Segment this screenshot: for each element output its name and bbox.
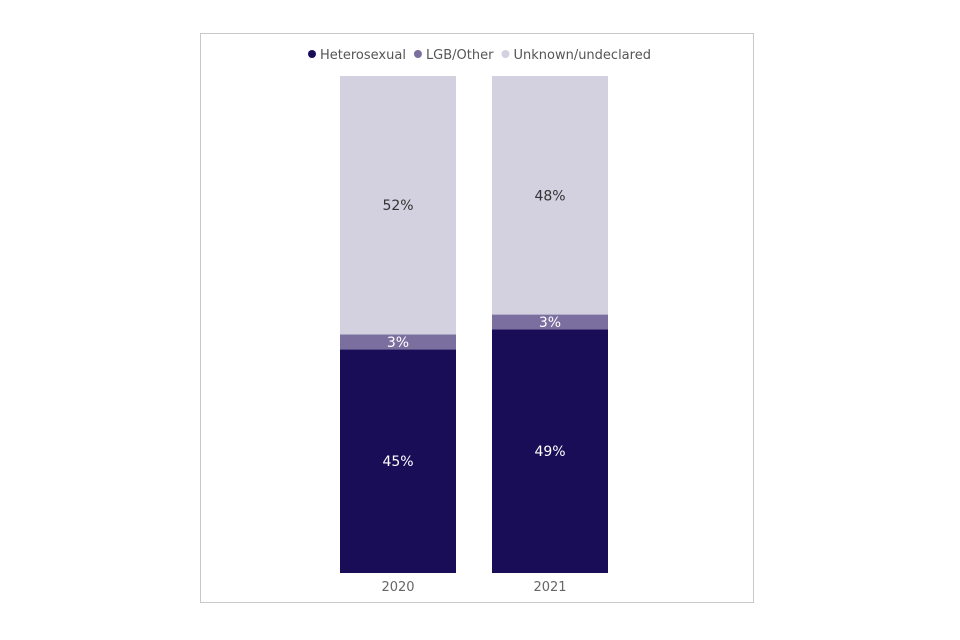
bar-2020-lgb-other — [340, 334, 456, 350]
legend: Heterosexual LGB/Other Unknown/undeclared — [308, 48, 651, 63]
bar-2021-heterosexual — [492, 329, 608, 573]
legend-label-lgb-other: LGB/Other — [426, 48, 494, 63]
legend-label-unknown-undeclared: Unknown/undeclared — [513, 48, 651, 63]
bars — [340, 76, 608, 573]
data-label-2021-lgb-other: 3% — [539, 315, 561, 331]
data-label-2021-unknown-undeclared: 48% — [534, 188, 565, 204]
legend-item-heterosexual: Heterosexual — [308, 48, 406, 63]
legend-label-heterosexual: Heterosexual — [320, 48, 406, 63]
legend-marker-heterosexual — [308, 50, 316, 58]
x-tick-label-2020: 2020 — [381, 580, 414, 595]
chart-frame — [200, 33, 754, 603]
bar-2021-unknown-undeclared — [492, 76, 608, 315]
data-labels: 45% 3% 52% 49% 3% 48% — [382, 188, 565, 470]
x-axis-ticks: 2020 2021 — [381, 580, 566, 595]
bar-2021-lgb-other — [492, 314, 608, 330]
data-label-2020-lgb-other: 3% — [387, 335, 409, 351]
data-label-2021-heterosexual: 49% — [534, 444, 565, 460]
bar-2020-heterosexual — [340, 349, 456, 573]
data-label-2020-heterosexual: 45% — [382, 454, 413, 470]
legend-marker-unknown-undeclared — [501, 50, 510, 58]
bar-2020-unknown-undeclared — [340, 76, 456, 335]
data-label-2020-unknown-undeclared: 52% — [382, 198, 413, 214]
x-tick-label-2021: 2021 — [533, 580, 566, 595]
legend-item-unknown-undeclared: Unknown/undeclared — [501, 48, 651, 63]
legend-item-lgb-other: LGB/Other — [413, 48, 494, 63]
legend-marker-lgb-other — [413, 50, 422, 58]
